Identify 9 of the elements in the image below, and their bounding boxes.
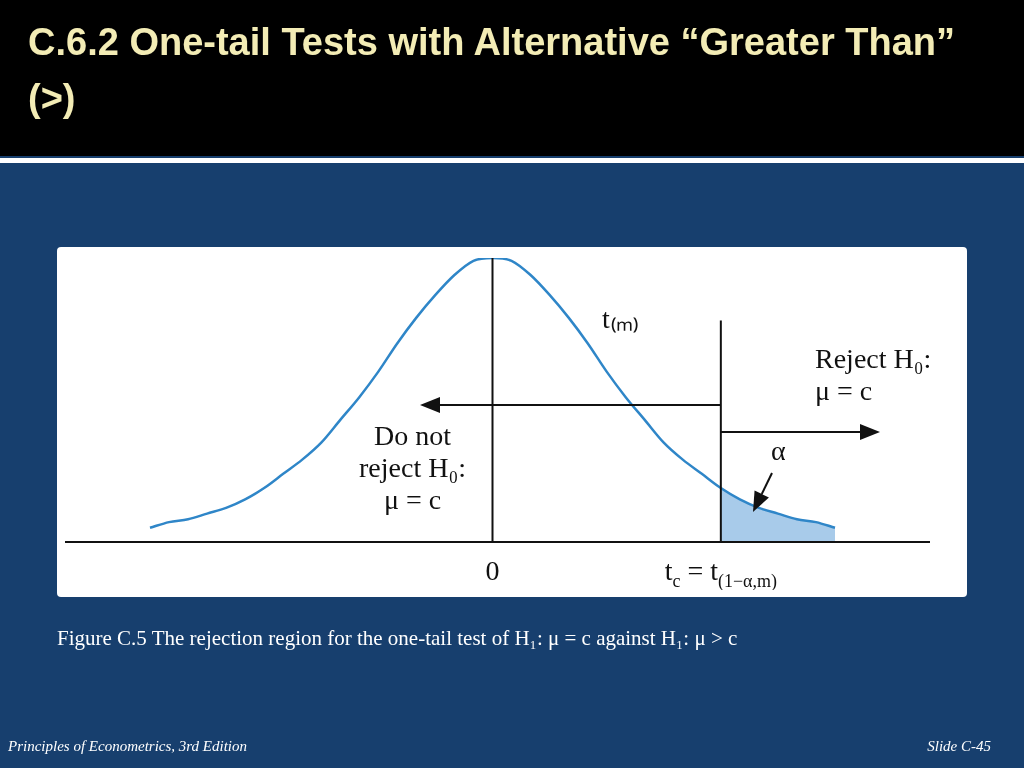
annotation: t₍ₘ₎ — [602, 303, 639, 335]
annotation: Do not reject H₀: μ = c — [358, 420, 467, 516]
x-tick-label: 0 — [485, 555, 500, 586]
text: Principles of Econometrics, 3rd Edition — [8, 737, 247, 756]
chart-title: C.6.2 One-tail Tests with Alternative “Greater Than” (>) — [28, 20, 956, 121]
annotation: α — [771, 435, 786, 467]
text: Slide C-45 — [927, 737, 991, 756]
text: Figure C.5 The rejection region for the one-tail test of H₁: μ = c against H₁: μ > c — [57, 625, 739, 652]
annotation: Reject H₀: μ = c — [815, 343, 933, 407]
